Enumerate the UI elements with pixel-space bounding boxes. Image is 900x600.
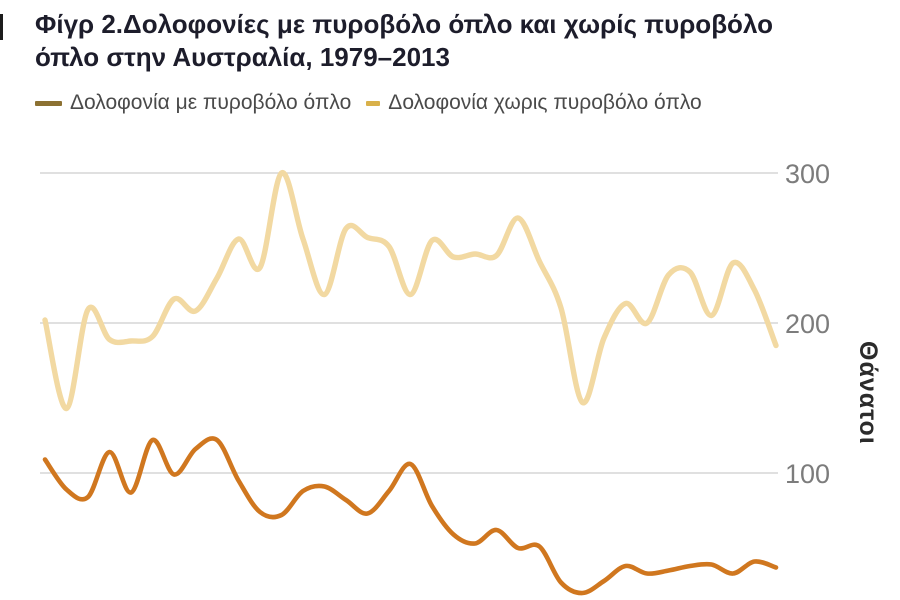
legend-swatch-firearm-icon (35, 100, 62, 106)
legend-item-firearm: Δολοφονία με πυροβόλο όπλο (35, 91, 351, 115)
y-tick-label-200: 200 (785, 309, 831, 339)
y-tick-label-100: 100 (785, 459, 831, 489)
gridlines (40, 172, 778, 474)
legend-label-nonfirearm: Δολοφονία χωρις πυροβόλο όπλο (388, 91, 702, 114)
chart-title-line1: Φίγρ 2.Δολοφονίες με πυροβόλο όπλο και χ… (35, 9, 773, 39)
screenshot-edge-artifact (0, 14, 3, 40)
chart-legend: Δολοφονία με πυροβόλο όπλο Δολοφονία χωρ… (35, 91, 702, 115)
y-axis-title: Θάνατοι (854, 341, 882, 445)
y-tick-label-300: 300 (785, 159, 831, 189)
legend-swatch-nonfirearm-icon (366, 100, 381, 106)
non-firearm-homicide-line (42, 170, 779, 412)
series-lines (42, 170, 779, 596)
legend-label-firearm: Δολοφονία με πυροβόλο όπλο (70, 91, 352, 114)
legend-item-nonfirearm: Δολοφονία χωρις πυροβόλο όπλο (366, 91, 702, 115)
firearm-homicide-line (42, 436, 779, 596)
chart-title: Φίγρ 2.Δολοφονίες με πυροβόλο όπλο και χ… (35, 8, 865, 74)
chart-title-line2: όπλο στην Αυστραλία, 1979–2013 (35, 42, 450, 72)
